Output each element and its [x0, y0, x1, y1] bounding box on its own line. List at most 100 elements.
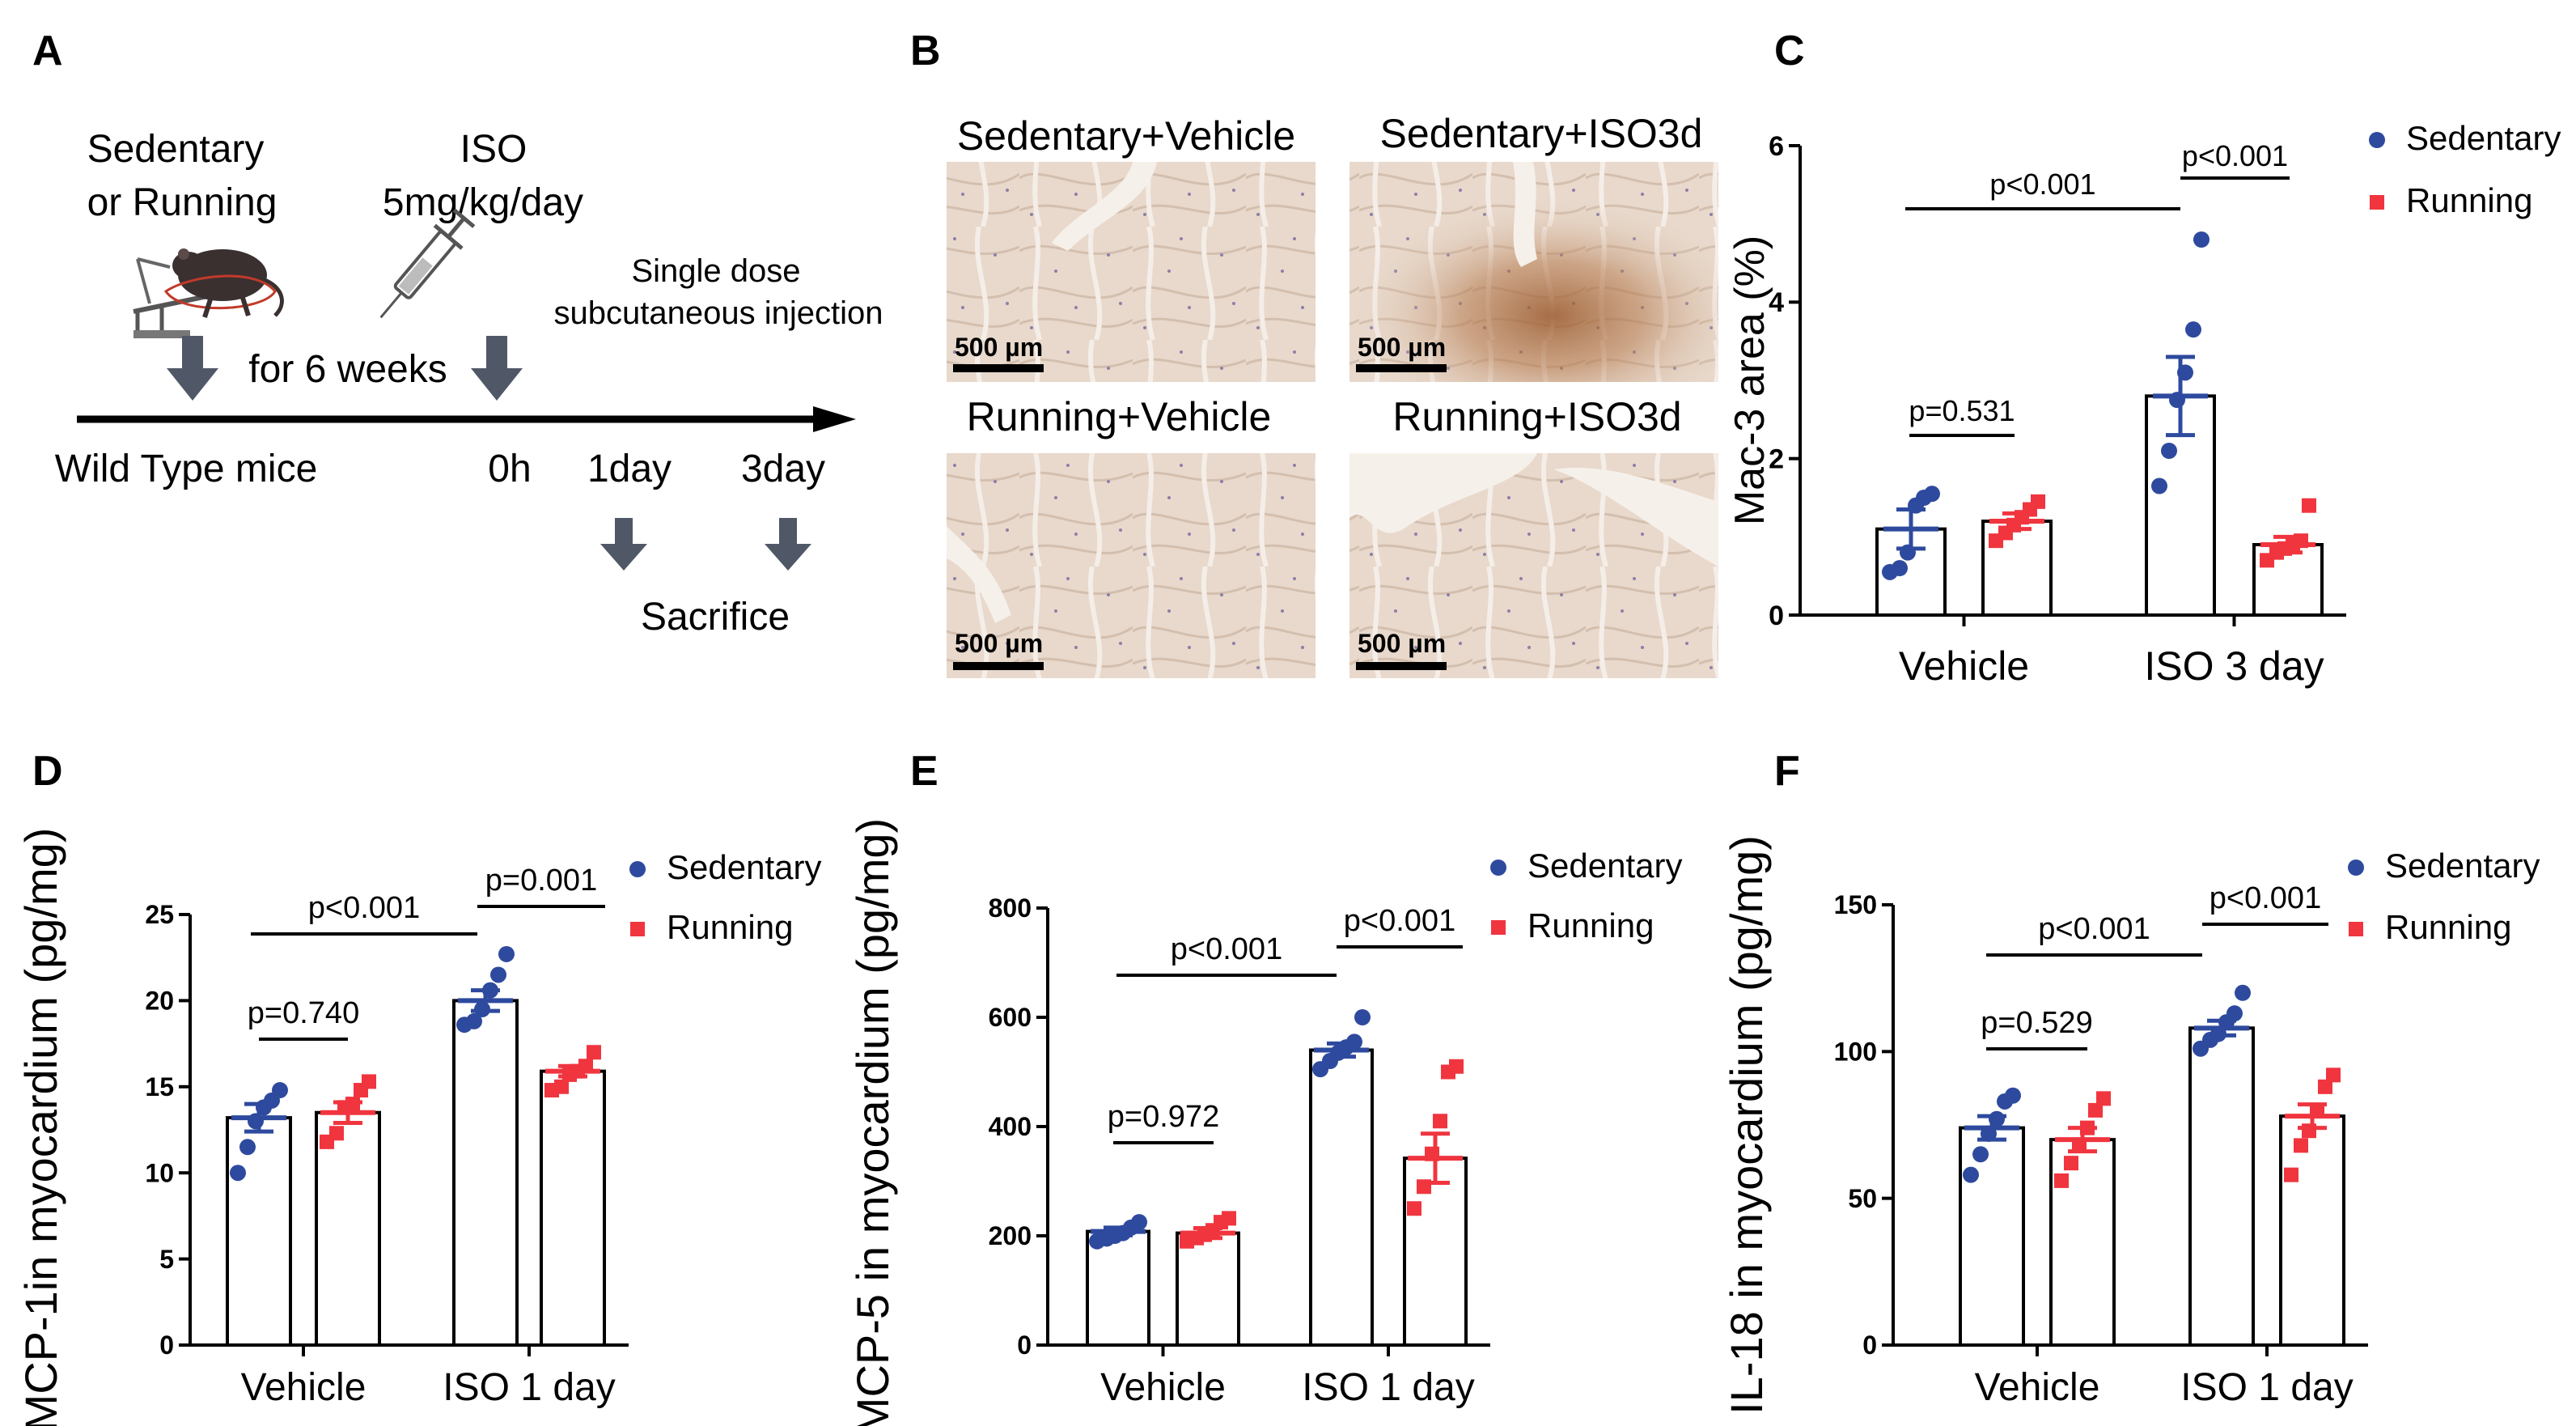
data-point	[345, 1097, 360, 1112]
data-point	[1222, 1211, 1236, 1226]
data-point	[2080, 1120, 2095, 1135]
legend-label-running: Running	[667, 908, 793, 946]
mouse-on-treadmill-icon	[133, 248, 284, 338]
y-tick-label: 150	[1834, 890, 1877, 919]
bar	[540, 1069, 606, 1347]
legend-marker-sedentary	[2369, 132, 2385, 148]
data-point	[1449, 1059, 1464, 1074]
y-axis-label: MCP-1in myocardium (pg/mg)	[15, 828, 66, 1426]
histology-image-running-iso3d: 500 µm	[1349, 453, 1718, 678]
p-value-label: p=0.740	[248, 996, 359, 1030]
data-point	[2318, 1079, 2332, 1094]
data-point	[230, 1165, 246, 1182]
data-point	[2096, 1091, 2111, 1106]
scale-bar-label: 500 µm	[1358, 629, 1446, 658]
histology-image-sedentary-iso3d: 500 µm	[1349, 162, 1718, 382]
legend-label-sedentary: Sedentary	[2385, 847, 2540, 885]
x-tick-label: ISO 1 day	[1302, 1366, 1474, 1409]
p-value-label: p<0.001	[2182, 139, 2288, 172]
x-tick-label: ISO 1 day	[2180, 1366, 2353, 1409]
x-tick-label: Vehicle	[1899, 643, 2029, 689]
data-point	[2064, 1156, 2078, 1171]
data-point	[554, 1079, 569, 1094]
panel-a: A Sedentary or Running ISO 5mg/kg/day Si…	[32, 28, 883, 639]
data-point	[2185, 321, 2201, 338]
data-point	[1892, 560, 1908, 576]
bar	[1959, 1126, 2025, 1347]
bar	[2279, 1114, 2345, 1347]
data-point	[2005, 1087, 2021, 1104]
y-tick-label: 100	[1834, 1038, 1877, 1067]
data-point	[2161, 443, 2177, 459]
panel-f: F 0 50 100 150 Vehicle ISO 1 day IL-18 in myoc…	[1721, 748, 2540, 1415]
histology-title-running-iso3d: Running+ISO3d	[1392, 394, 1681, 439]
bar	[1176, 1231, 1240, 1347]
y-axis-label: IL-18 in myocardium (pg/mg)	[1721, 835, 1772, 1415]
data-point	[2031, 494, 2045, 509]
histology-title-sedentary-iso3d: Sedentary+ISO3d	[1380, 111, 1703, 156]
data-point	[2284, 1167, 2298, 1182]
scale-bar-label: 500 µm	[1358, 333, 1446, 362]
data-point	[482, 982, 498, 999]
p-value-label: p<0.001	[1171, 932, 1282, 966]
data-point	[2235, 984, 2251, 1001]
p-value-label: p<0.001	[2038, 912, 2150, 946]
legend-label-running: Running	[1527, 906, 1654, 944]
y-tick-label: 50	[1848, 1184, 1877, 1213]
data-point	[2193, 231, 2210, 248]
legend-marker-sedentary	[1490, 859, 1506, 876]
bar	[452, 999, 519, 1347]
legend-label-sedentary: Sedentary	[2406, 119, 2561, 157]
timepoint-3day: 3day	[741, 448, 825, 490]
y-tick-label: 0	[1017, 1331, 1032, 1360]
data-point	[1963, 1166, 1979, 1183]
y-axis-label: Mac-3 area (%)	[1727, 236, 1773, 525]
y-tick-label: 0	[1769, 601, 1784, 631]
data-point	[1433, 1114, 1447, 1129]
data-point	[498, 945, 515, 962]
scale-bar-label: 500 µm	[955, 333, 1043, 362]
data-point	[1981, 1125, 1997, 1142]
group-label-line1: Sedentary	[87, 128, 265, 171]
panel-letter-f: F	[1774, 748, 1800, 795]
data-point	[1924, 486, 1940, 503]
x-tick-label: Vehicle	[241, 1366, 366, 1409]
panel-letter-b: B	[910, 28, 941, 74]
y-tick-label: 6	[1769, 131, 1784, 162]
iso-label-line1: ISO	[460, 128, 527, 171]
data-point	[2226, 1005, 2243, 1022]
down-arrow-icon	[167, 336, 811, 571]
data-point	[248, 1113, 264, 1130]
data-point	[2294, 1138, 2308, 1153]
data-point	[1354, 1009, 1371, 1025]
iso-dose-label: 5mg/kg/day	[383, 181, 583, 224]
p-value-label: p=0.001	[485, 864, 597, 898]
data-point	[490, 966, 506, 983]
bar	[1309, 1048, 1374, 1347]
y-tick-label: 10	[145, 1158, 174, 1187]
duration-label: for 6 weeks	[248, 348, 447, 391]
data-point	[1407, 1201, 1421, 1216]
data-point	[1346, 1033, 1362, 1050]
x-tick-label: ISO 1 day	[443, 1366, 615, 1409]
data-point	[1417, 1179, 1431, 1195]
data-point	[1989, 1110, 2005, 1127]
bar	[315, 1110, 381, 1347]
y-tick-label: 20	[145, 987, 174, 1016]
data-point	[239, 1139, 256, 1156]
y-tick-label: 25	[145, 900, 174, 929]
bar	[1086, 1229, 1150, 1347]
legend-label-running: Running	[2385, 908, 2511, 946]
legend-label-running: Running	[2406, 181, 2532, 219]
data-point	[2302, 498, 2316, 513]
y-tick-label: 800	[989, 893, 1032, 923]
bar	[1403, 1157, 1468, 1347]
group-label-line2: or Running	[87, 181, 278, 224]
bar	[2188, 1026, 2255, 1347]
histology-title-sedentary-vehicle: Sedentary+Vehicle	[957, 113, 1295, 159]
data-point	[1131, 1214, 1147, 1231]
data-point	[2088, 1102, 2103, 1118]
legend-marker-sedentary	[629, 861, 646, 877]
data-point	[329, 1126, 344, 1141]
injection-label-line2: subcutaneous injection	[554, 295, 883, 331]
